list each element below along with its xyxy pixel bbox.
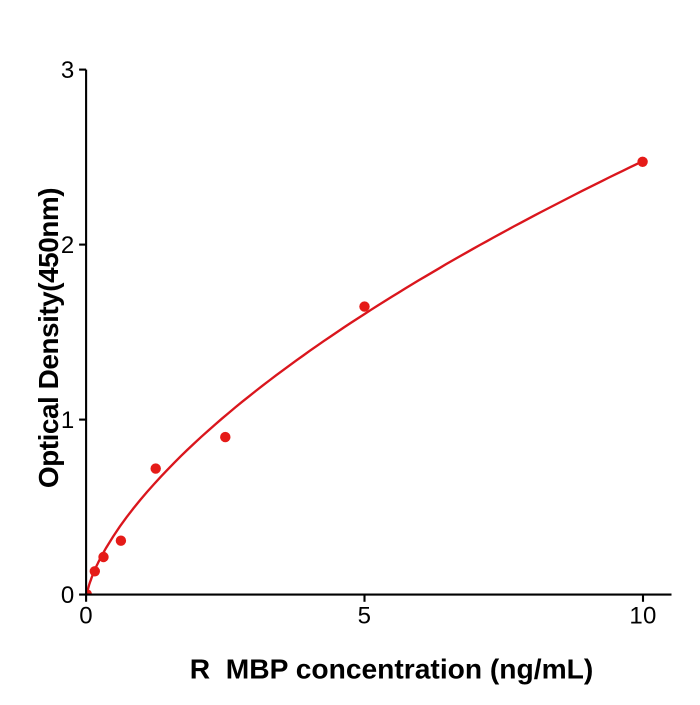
svg-text:5: 5 [358, 603, 372, 630]
svg-text:R MBP concentration (ng/mL): R MBP concentration (ng/mL) [190, 653, 594, 685]
svg-text:3: 3 [61, 57, 75, 84]
svg-text:10: 10 [629, 603, 656, 630]
svg-text:2: 2 [61, 232, 75, 259]
svg-text:0: 0 [79, 603, 93, 630]
svg-text:0: 0 [61, 582, 75, 609]
svg-text:1: 1 [61, 407, 75, 434]
svg-text:Optical Density(450nm): Optical Density(450nm) [33, 188, 64, 488]
